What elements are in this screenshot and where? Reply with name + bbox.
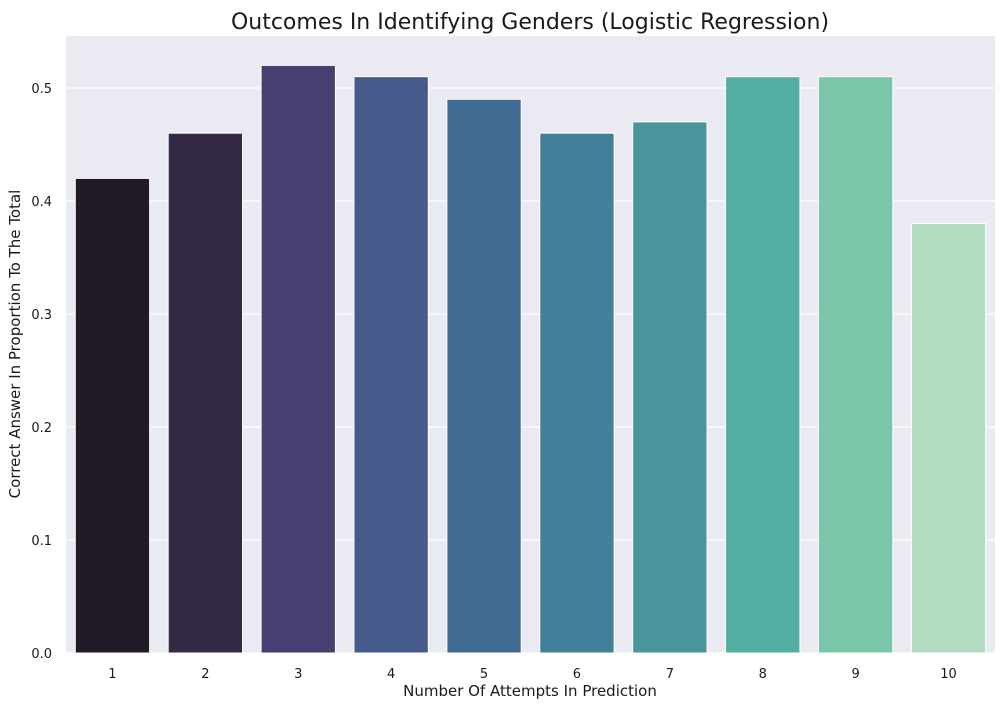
y-tick-label: 0.1 [31,534,52,549]
y-axis-label: Correct Answer In Proportion To The Tota… [6,190,24,499]
bar-10 [910,223,987,654]
x-tick-label: 9 [852,667,860,682]
y-tick-label: 0.5 [31,82,52,97]
x-tick-label: 10 [940,667,957,682]
bar-8 [725,76,801,654]
chart-title: Outcomes In Identifying Genders (Logisti… [231,10,829,35]
x-tick-label: 7 [666,667,674,682]
x-tick-label: 6 [573,667,581,682]
bar-7 [632,121,708,654]
x-tick-label: 1 [108,667,116,682]
x-tick-label: 2 [201,667,209,682]
y-tick-labels: 0.0 0.1 0.2 0.3 0.4 0.5 [31,82,52,662]
x-tick-label: 4 [387,667,395,682]
y-tick-label: 0.3 [31,308,52,323]
x-tick-labels: 1 2 3 4 5 6 7 8 9 10 [108,667,957,682]
bar-4 [353,76,429,654]
y-tick-label: 0.0 [31,647,52,662]
bars [74,64,987,654]
x-tick-label: 8 [759,667,767,682]
bar-6 [539,132,615,654]
bar-5 [446,98,522,654]
x-axis-label: Number Of Attempts In Prediction [403,682,657,700]
y-tick-label: 0.4 [31,195,52,210]
bar-1 [74,177,151,654]
y-tick-label: 0.2 [31,421,52,436]
x-tick-label: 5 [480,667,488,682]
bar-9 [817,76,894,654]
bar-2 [167,132,244,654]
bar-3 [260,64,336,654]
x-tick-label: 3 [294,667,302,682]
